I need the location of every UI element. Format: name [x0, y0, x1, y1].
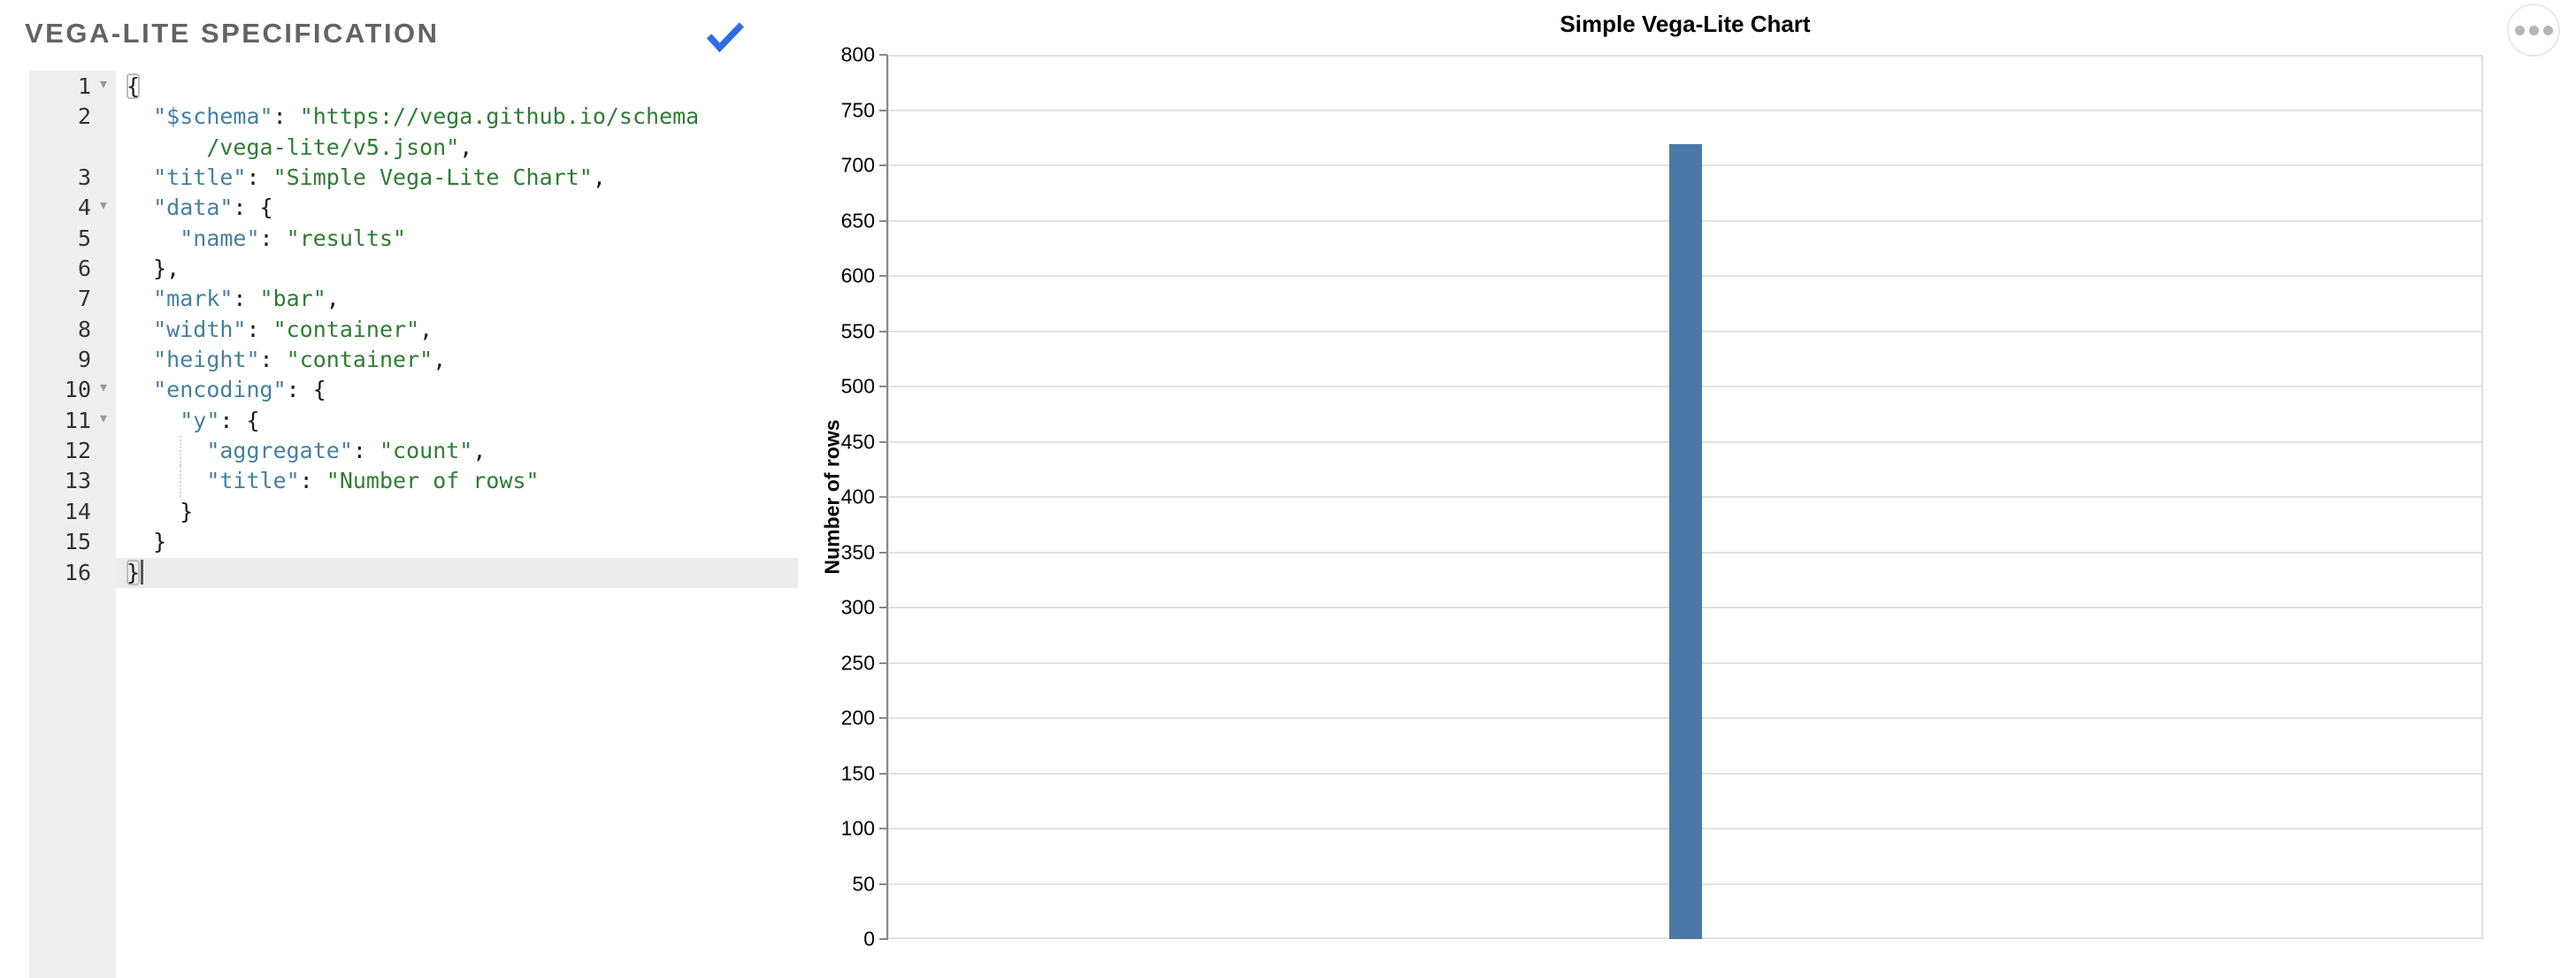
y-axis-tick-label: 50 — [852, 872, 875, 895]
line-number: 6 — [77, 256, 91, 282]
y-axis-tick-label: 250 — [840, 651, 875, 674]
y-axis-tick — [879, 496, 887, 498]
y-axis-tick-label: 150 — [840, 761, 875, 784]
code-line[interactable]: 10 ▾ "encoding": { — [65, 375, 798, 405]
line-number: 13 — [64, 468, 91, 494]
y-axis-tick-label: 200 — [840, 706, 875, 730]
line-number-gutter — [29, 71, 116, 978]
code-line[interactable]: 14 } — [65, 497, 798, 527]
line-number: 11 — [64, 407, 91, 433]
y-axis-tick-label: 0 — [863, 927, 875, 951]
y-axis-tick — [879, 54, 887, 56]
code-line[interactable]: 13 "title": "Number of rows" — [65, 466, 798, 497]
code-line[interactable]: 5 "name": "results" — [78, 224, 798, 254]
indent-guide — [180, 466, 181, 497]
y-axis-tick — [879, 275, 887, 277]
y-axis-tick-label: 300 — [840, 595, 875, 619]
line-number: 10 — [64, 377, 91, 403]
code-line[interactable]: 7 "mark": "bar", — [78, 284, 798, 314]
fold-arrow-icon[interactable]: ▾ — [99, 380, 108, 396]
line-number: 12 — [64, 438, 91, 464]
chart-actions-button[interactable] — [2507, 4, 2560, 57]
line-number: 3 — [77, 164, 91, 191]
y-axis-tick — [879, 882, 887, 885]
line-number: 14 — [64, 498, 91, 524]
y-axis-tick-label: 400 — [840, 485, 875, 508]
y-axis-tick-label: 600 — [840, 264, 875, 287]
gridline — [887, 109, 2483, 111]
code-line[interactable]: 4 ▾ "data": { — [78, 193, 798, 223]
fold-arrow-icon[interactable]: ▾ — [99, 77, 108, 92]
y-axis-tick-label: 500 — [840, 374, 875, 398]
y-axis-domain-line — [886, 55, 888, 940]
line-number: 4 — [77, 195, 91, 221]
y-axis-tick-label: 800 — [840, 42, 875, 66]
line-number: 1 — [77, 73, 91, 99]
y-axis-tick — [879, 772, 887, 775]
line-number: 15 — [64, 529, 91, 555]
code-line[interactable]: 1 ▾{ — [78, 72, 798, 102]
code-line[interactable]: 6 }, — [78, 254, 798, 284]
code-line[interactable]: 11 ▾ "y": { — [65, 406, 798, 436]
spec-valid-check-icon — [706, 22, 745, 53]
y-axis-tick — [879, 717, 887, 719]
code-line[interactable]: 12 "aggregate": "count", — [65, 436, 798, 467]
text-cursor — [141, 559, 144, 585]
line-number: 5 — [77, 225, 91, 251]
code-line[interactable]: /vega-lite/v5.json", — [206, 134, 473, 160]
code-line[interactable]: 15 } — [65, 527, 798, 557]
ellipsis-icon — [2528, 25, 2539, 35]
y-axis-tick-label: 650 — [840, 209, 875, 232]
y-axis-tick-label: 350 — [840, 540, 875, 563]
indent-guide — [180, 436, 181, 467]
y-axis-tick — [879, 219, 887, 222]
bar-mark — [1668, 144, 1702, 939]
y-axis-tick — [879, 551, 887, 554]
code-area[interactable]: 1 ▾{2 "$schema": "https://vega.github.io/… — [65, 72, 798, 588]
y-axis-tick — [879, 440, 887, 443]
y-axis-tick — [879, 109, 887, 111]
editor-pane-title: VEGA-LITE SPECIFICATION — [25, 18, 440, 49]
y-axis-tick — [879, 828, 887, 829]
code-line[interactable]: 9 "height": "container", — [78, 345, 798, 375]
line-number: 8 — [77, 316, 91, 342]
line-number: 16 — [64, 559, 91, 585]
ellipsis-icon — [2514, 25, 2525, 35]
y-axis-tick — [879, 164, 887, 166]
fold-arrow-icon[interactable]: ▾ — [99, 410, 108, 426]
y-axis-title: Number of rows — [820, 419, 844, 575]
plot-area — [887, 55, 2483, 939]
y-axis-tick — [879, 386, 887, 387]
code-line[interactable]: 3 "title": "Simple Vega-Lite Chart", — [78, 163, 798, 193]
y-axis-tick — [879, 330, 887, 332]
chart-title: Simple Vega-Lite Chart — [1560, 11, 1811, 37]
y-axis-tick-label: 700 — [840, 153, 875, 177]
fold-arrow-icon[interactable]: ▾ — [99, 198, 108, 214]
code-line[interactable]: 2 "$schema": "https://vega.github.io/sch… — [78, 102, 798, 132]
y-axis-tick-label: 100 — [840, 816, 875, 840]
ellipsis-icon — [2542, 25, 2553, 35]
y-axis-tick-label: 450 — [840, 430, 875, 453]
code-line[interactable]: 16} — [65, 557, 798, 588]
line-number: 9 — [77, 347, 91, 373]
line-number: 2 — [77, 103, 91, 130]
y-axis-tick — [879, 661, 887, 664]
y-axis-tick — [879, 607, 887, 608]
code-line[interactable]: 8 "width": "container", — [78, 315, 798, 345]
line-number: 7 — [77, 286, 91, 312]
y-axis-tick — [879, 938, 887, 940]
y-axis-tick-label: 750 — [840, 98, 875, 121]
y-axis-tick-label: 550 — [840, 319, 875, 342]
